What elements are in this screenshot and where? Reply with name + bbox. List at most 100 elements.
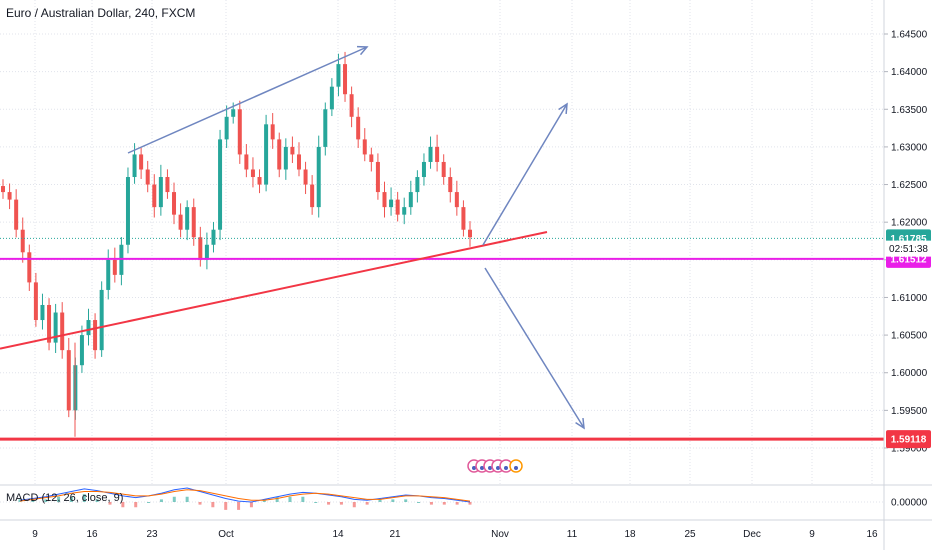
candle-body[interactable]	[329, 86, 334, 110]
candle-body[interactable]	[231, 109, 236, 117]
candle-body[interactable]	[408, 192, 413, 208]
candle-body[interactable]	[20, 229, 25, 253]
candle-body[interactable]	[172, 192, 177, 215]
candle-body[interactable]	[1, 186, 5, 193]
candle-body[interactable]	[86, 320, 91, 336]
candle-body[interactable]	[165, 177, 170, 193]
x-tick-label: 21	[389, 529, 401, 540]
candle-body[interactable]	[60, 312, 65, 351]
y-tick-label: 1.63500	[891, 105, 928, 116]
candle-body[interactable]	[79, 335, 84, 366]
rising-trendline[interactable]	[0, 230, 548, 350]
candle-body[interactable]	[421, 161, 426, 178]
candle-body[interactable]	[66, 350, 71, 411]
candle-body[interactable]	[47, 304, 52, 343]
candle-body[interactable]	[435, 146, 440, 162]
candle-body[interactable]	[112, 259, 117, 275]
candle-body[interactable]	[389, 199, 394, 208]
candle-body[interactable]	[343, 64, 348, 95]
candle-body[interactable]	[33, 282, 38, 321]
candle-body[interactable]	[461, 207, 466, 230]
candle-body[interactable]	[204, 244, 209, 260]
macd-pane[interactable]: 0.00000	[0, 487, 928, 510]
candle-body[interactable]	[14, 199, 19, 230]
candle-body[interactable]	[296, 154, 301, 170]
event-icons[interactable]	[467, 459, 523, 473]
price-label-badge[interactable]	[886, 430, 931, 449]
candle-body[interactable]	[310, 184, 315, 208]
candle-body[interactable]	[362, 139, 367, 155]
candle-body[interactable]	[402, 207, 407, 215]
candle-body[interactable]	[158, 177, 163, 208]
candle-body[interactable]	[178, 214, 183, 230]
candle-body[interactable]	[250, 169, 255, 178]
candle-body[interactable]	[415, 177, 420, 193]
candle-body[interactable]	[283, 146, 288, 170]
candle-body[interactable]	[290, 146, 295, 155]
candle-body[interactable]	[323, 109, 328, 147]
candle-body[interactable]	[303, 169, 308, 185]
candle-body[interactable]	[428, 146, 433, 162]
candle-body[interactable]	[349, 94, 354, 117]
macd-histogram-bar	[185, 496, 189, 502]
x-tick-label: Dec	[743, 529, 761, 540]
candle-body[interactable]	[99, 289, 104, 351]
event-dot	[514, 466, 518, 470]
candle-body[interactable]	[7, 192, 12, 200]
candle-body[interactable]	[448, 177, 453, 193]
candle-body[interactable]	[218, 139, 223, 230]
time-axis[interactable]: 9 16 23 Oct 14 21 Nov 11 18 25 Dec 9 16	[32, 529, 878, 540]
macd-histogram-bar	[327, 502, 331, 505]
candle-body[interactable]	[468, 229, 472, 238]
candle-body[interactable]	[237, 109, 242, 155]
candles[interactable]	[1, 51, 472, 437]
candle-body[interactable]	[191, 207, 196, 238]
candle-body[interactable]	[336, 64, 341, 87]
candle-body[interactable]	[264, 124, 269, 185]
candle-body[interactable]	[132, 154, 137, 178]
candle-body[interactable]	[316, 146, 321, 208]
candle-body[interactable]	[53, 312, 58, 343]
candle-body[interactable]	[356, 116, 361, 140]
candle-body[interactable]	[27, 252, 32, 283]
y-tick-label: 1.62000	[891, 218, 928, 229]
candle-body[interactable]	[139, 154, 144, 170]
candle-body[interactable]	[441, 161, 446, 178]
candle-body[interactable]	[270, 124, 275, 140]
candle-body[interactable]	[125, 177, 130, 245]
candle-body[interactable]	[185, 207, 190, 230]
macd-label[interactable]: MACD (12, 26, close, 9)	[6, 492, 124, 504]
candle-body[interactable]	[244, 154, 249, 170]
candle-body[interactable]	[277, 139, 282, 170]
resistance-arrow[interactable]	[127, 46, 368, 154]
candle-body[interactable]	[152, 184, 157, 208]
down-scenario-arrow[interactable]	[484, 267, 585, 429]
candle-body[interactable]	[395, 199, 400, 215]
candle-body[interactable]	[145, 169, 150, 185]
macd-histogram-bar	[44, 499, 48, 502]
y-tick-label: 1.59500	[891, 406, 928, 417]
price-axis[interactable]: 1.64500 1.64000 1.63500 1.63000 1.62500 1.620…	[883, 0, 931, 550]
macd-histogram-bar	[69, 496, 73, 502]
price-label-text: 1.61512	[890, 254, 927, 265]
macd-histogram-bar	[391, 499, 395, 502]
candle-body[interactable]	[257, 177, 262, 185]
x-tick-label: Oct	[218, 529, 234, 540]
candle-body[interactable]	[382, 192, 387, 208]
candle-body[interactable]	[375, 161, 380, 193]
candle-body[interactable]	[40, 304, 45, 321]
up-scenario-arrow[interactable]	[482, 103, 568, 246]
candle-body[interactable]	[369, 154, 374, 162]
candle-body[interactable]	[93, 320, 98, 351]
candle-body[interactable]	[106, 259, 111, 290]
macd-histogram-bar	[339, 502, 343, 505]
macd-histogram-bar	[288, 496, 292, 502]
candle-body[interactable]	[198, 237, 203, 260]
candle-body[interactable]	[224, 116, 229, 140]
drawings[interactable]	[0, 45, 884, 441]
candle-body[interactable]	[211, 229, 216, 245]
candle-body[interactable]	[454, 192, 459, 208]
macd-histogram-bar	[198, 502, 202, 505]
